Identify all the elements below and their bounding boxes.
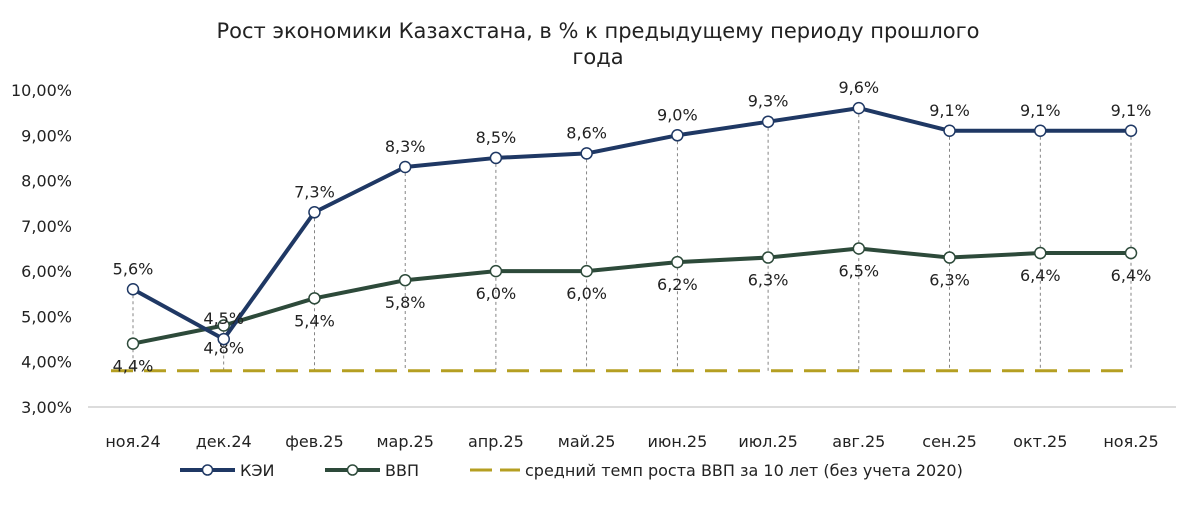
data-point: [398, 273, 412, 287]
data-label: 9,3%: [748, 92, 789, 111]
data-label: 6,4%: [1020, 266, 1061, 285]
data-point: [217, 332, 230, 346]
data-label: 4,8%: [203, 338, 244, 357]
data-label: 9,1%: [1111, 101, 1152, 120]
legend-item: средний темп роста ВВП за 10 лет (без уч…: [470, 461, 963, 480]
data-label: 8,3%: [385, 137, 426, 156]
data-point: [398, 160, 412, 174]
series-line-kei: [132, 106, 1131, 342]
data-label: 6,5%: [838, 262, 879, 281]
data-label: 5,4%: [294, 311, 335, 330]
data-point: [852, 242, 866, 255]
data-point: [126, 283, 140, 296]
data-point: [1124, 246, 1138, 260]
x-tick-label: май.25: [558, 432, 616, 451]
data-point: [1124, 124, 1138, 138]
data-label: 9,1%: [1020, 101, 1061, 120]
x-tick-label: дек.24: [196, 432, 252, 451]
x-tick-label: апр.25: [468, 432, 524, 451]
data-label: 7,3%: [294, 182, 335, 201]
data-point: [308, 292, 321, 305]
x-tick-label: июл.25: [738, 432, 798, 451]
data-label: 5,8%: [385, 293, 426, 312]
chart-title-line-2: года: [572, 45, 623, 69]
x-tick-label: фев.25: [285, 432, 343, 451]
data-label: 4,5%: [203, 309, 244, 328]
data-label: 6,0%: [476, 284, 517, 303]
legend-label: средний темп роста ВВП за 10 лет (без уч…: [525, 461, 963, 480]
data-label: 9,6%: [838, 78, 879, 97]
y-tick-label: 3,00%: [21, 398, 72, 417]
x-tick-label: ноя.24: [105, 432, 160, 451]
data-point: [761, 251, 775, 264]
data-point: [580, 147, 593, 160]
data-point: [126, 337, 140, 350]
legend-label: КЭИ: [240, 461, 275, 480]
data-label: 6,2%: [657, 275, 698, 294]
data-point: [671, 129, 684, 142]
data-label: 5,6%: [113, 259, 154, 278]
data-point: [1034, 124, 1047, 138]
y-tick-label: 5,00%: [21, 307, 72, 326]
data-label: 8,6%: [566, 123, 607, 142]
data-point: [852, 101, 866, 115]
data-point: [1034, 246, 1047, 260]
legend-label: ВВП: [385, 461, 419, 480]
y-tick-label: 4,00%: [21, 353, 72, 372]
series-line-gdp: [132, 246, 1131, 346]
data-label: 6,3%: [748, 271, 789, 290]
data-label: 9,1%: [929, 101, 970, 120]
x-tick-label: мар.25: [376, 432, 433, 451]
y-tick-label: 7,00%: [21, 217, 72, 236]
x-tick-label: ноя.25: [1103, 432, 1158, 451]
data-point: [308, 206, 321, 219]
data-point: [671, 255, 684, 269]
data-point: [580, 264, 593, 278]
y-tick-label: 8,00%: [21, 172, 72, 191]
data-label: 9,0%: [657, 105, 698, 124]
data-point: [489, 264, 503, 278]
x-tick-label: окт.25: [1013, 432, 1067, 451]
data-label: 6,4%: [1111, 266, 1152, 285]
data-point: [943, 124, 956, 138]
data-label: 6,0%: [566, 284, 607, 303]
data-label: 8,5%: [476, 128, 517, 147]
data-point: [489, 151, 503, 165]
data-label: 6,3%: [929, 271, 970, 290]
data-point: [943, 251, 956, 264]
x-tick-label: авг.25: [832, 432, 885, 451]
y-tick-label: 6,00%: [21, 262, 72, 281]
data-point: [217, 319, 230, 332]
x-tick-label: июн.25: [647, 432, 707, 451]
legend-item: КЭИ: [180, 461, 275, 480]
data-point: [761, 115, 775, 128]
legend-marker: [201, 464, 214, 476]
y-tick-label: 10,00%: [11, 81, 72, 100]
x-tick-label: сен.25: [922, 432, 977, 451]
chart-title-line-1: Рост экономики Казахстана, в % к предыду…: [216, 19, 979, 43]
data-label: 4,4%: [113, 357, 154, 376]
legend-marker: [346, 464, 359, 476]
y-tick-label: 9,00%: [21, 126, 72, 145]
legend-item: ВВП: [325, 461, 419, 480]
